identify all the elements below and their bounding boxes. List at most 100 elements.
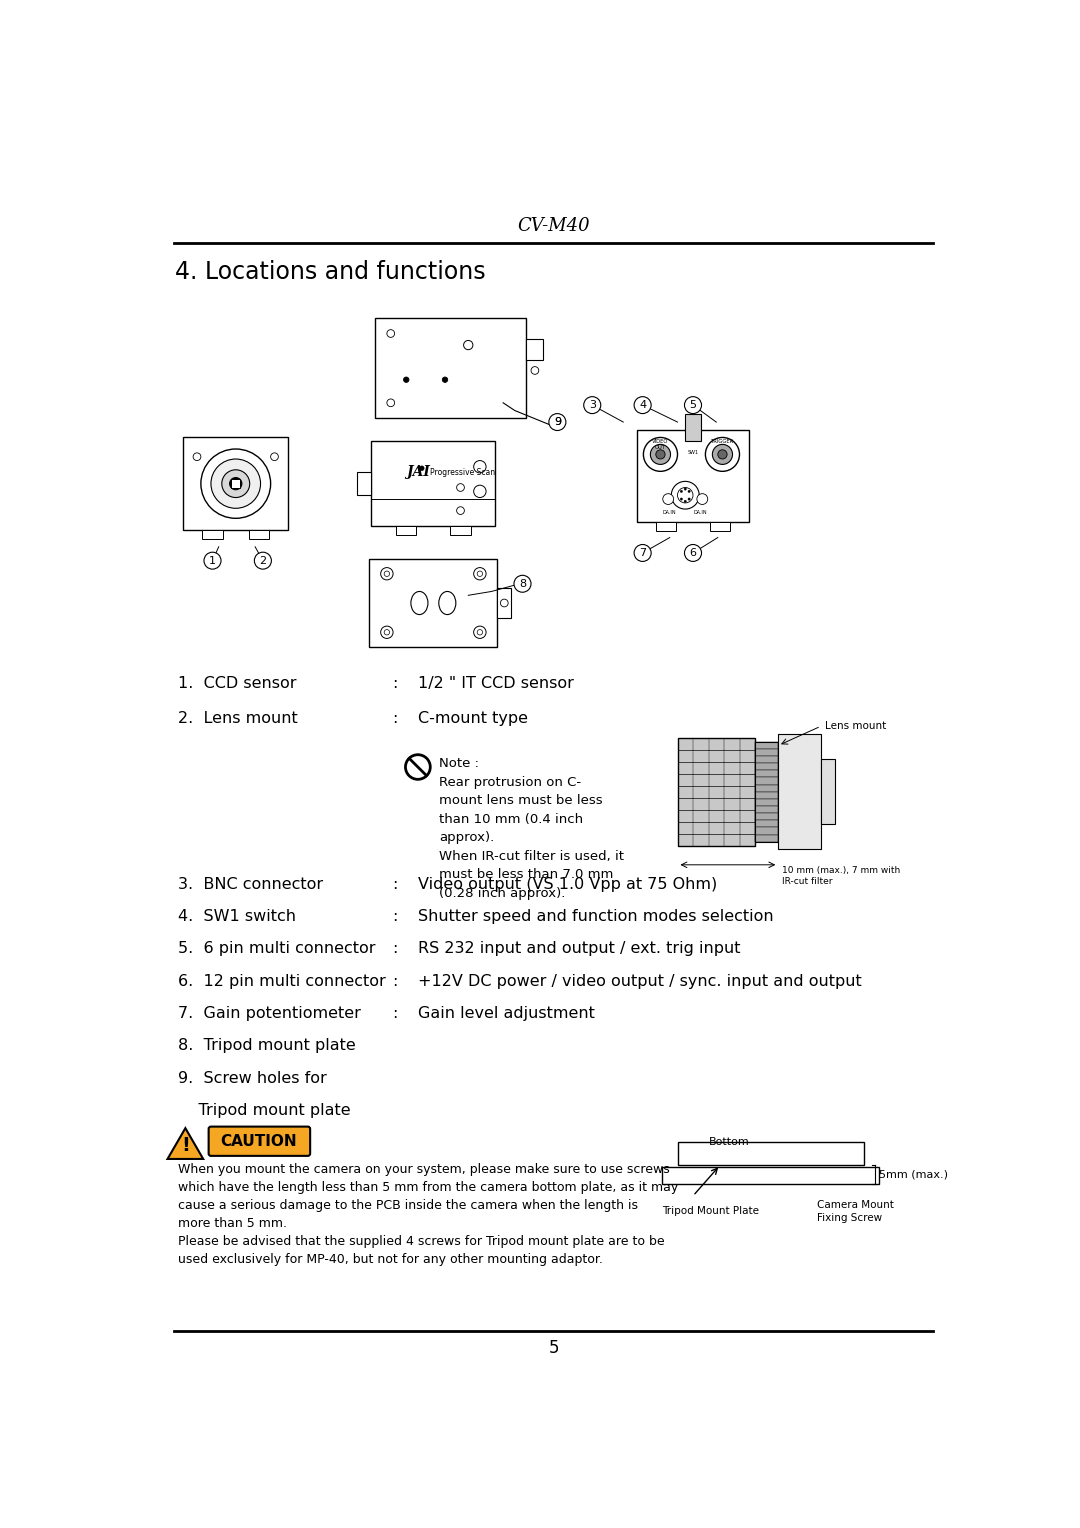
Circle shape [271,452,279,460]
Text: C-mount type: C-mount type [418,711,528,726]
Bar [755,827,779,834]
Bar [677,738,755,845]
Circle shape [463,341,473,350]
Circle shape [204,552,221,568]
Text: !: ! [181,1135,190,1155]
Circle shape [380,626,393,639]
Text: VIDEO
OUT: VIDEO OUT [652,439,669,449]
Circle shape [634,397,651,414]
Bar [656,523,676,532]
Bar [779,733,821,850]
Text: :: : [392,677,397,691]
Text: 9: 9 [554,417,561,426]
Text: TRIGGER: TRIGGER [711,439,734,445]
Circle shape [713,445,732,465]
Bar [375,318,526,419]
Circle shape [583,397,600,414]
Text: Progressive Scan: Progressive Scan [430,468,495,477]
Text: :: : [392,909,397,924]
Bar [677,798,755,810]
Bar [755,741,779,749]
Circle shape [684,487,687,490]
Bar [755,770,779,778]
Bar [677,822,755,834]
Circle shape [230,477,242,490]
Circle shape [221,469,249,498]
Text: 1.  CCD sensor: 1. CCD sensor [177,677,296,691]
Bar [755,741,779,842]
Bar [755,756,779,762]
Circle shape [688,498,690,500]
Circle shape [549,414,566,431]
Circle shape [705,437,740,471]
Text: DA.IN: DA.IN [694,510,707,515]
Bar [677,1141,864,1166]
Bar [755,792,779,799]
Text: 6: 6 [689,549,697,558]
Bar [677,785,755,798]
Text: Bottom: Bottom [708,1137,750,1148]
Text: Note :
Rear protrusion on C-
mount lens must be less
than 10 mm (0.4 inch
approx: Note : Rear protrusion on C- mount lens … [438,756,624,900]
Text: 9.  Screw holes for: 9. Screw holes for [177,1071,326,1085]
Circle shape [474,486,486,498]
Bar [755,762,779,770]
Text: 5: 5 [549,1339,558,1357]
Circle shape [656,449,665,458]
Text: 2.  Lens mount: 2. Lens mount [177,711,297,726]
Circle shape [672,481,699,509]
Circle shape [443,377,448,382]
Bar [677,738,755,750]
Bar [755,784,779,792]
Bar [396,526,416,535]
Circle shape [255,552,271,568]
Bar [202,530,222,539]
Circle shape [211,458,260,509]
Circle shape [650,445,671,465]
Bar [755,805,779,813]
Bar [677,810,755,822]
Circle shape [477,571,483,576]
Text: 4. Locations and functions: 4. Locations and functions [175,260,486,284]
Bar [677,762,755,773]
Bar [677,834,755,845]
Text: 7: 7 [639,549,646,558]
Bar [821,759,835,824]
Text: DA.IN: DA.IN [663,510,676,515]
Bar [184,437,288,530]
Text: Shutter speed and function modes selection: Shutter speed and function modes selecti… [418,909,773,924]
Text: SW1: SW1 [688,451,699,455]
Text: 7.  Gain potentiometer: 7. Gain potentiometer [177,1005,361,1021]
Bar [357,472,372,495]
Text: 5: 5 [689,400,697,410]
Text: CAUTION: CAUTION [220,1134,297,1149]
Text: 6.  12 pin multi connector: 6. 12 pin multi connector [177,973,386,989]
Circle shape [680,498,683,500]
Text: 8: 8 [518,579,526,588]
Circle shape [644,437,677,471]
Text: CV-M40: CV-M40 [517,217,590,235]
Polygon shape [167,1128,203,1158]
Bar [755,799,779,805]
Bar [369,559,497,648]
Text: Camera Mount
Fixing Screw: Camera Mount Fixing Screw [816,1199,894,1222]
Text: 2: 2 [259,556,267,565]
Text: :: : [392,877,397,891]
Bar [662,1167,879,1184]
Text: :: : [392,711,397,726]
Text: 1/2 " IT CCD sensor: 1/2 " IT CCD sensor [418,677,573,691]
Bar [497,588,511,619]
Bar [685,414,701,442]
Circle shape [404,377,409,382]
Circle shape [474,626,486,639]
Circle shape [474,460,486,472]
Circle shape [384,630,390,636]
Circle shape [680,490,683,492]
Bar [677,773,755,785]
Bar [755,778,779,784]
Bar [755,821,779,827]
Bar [450,526,471,535]
Bar [526,339,543,361]
Circle shape [387,399,394,406]
Circle shape [201,449,271,518]
Circle shape [384,571,390,576]
